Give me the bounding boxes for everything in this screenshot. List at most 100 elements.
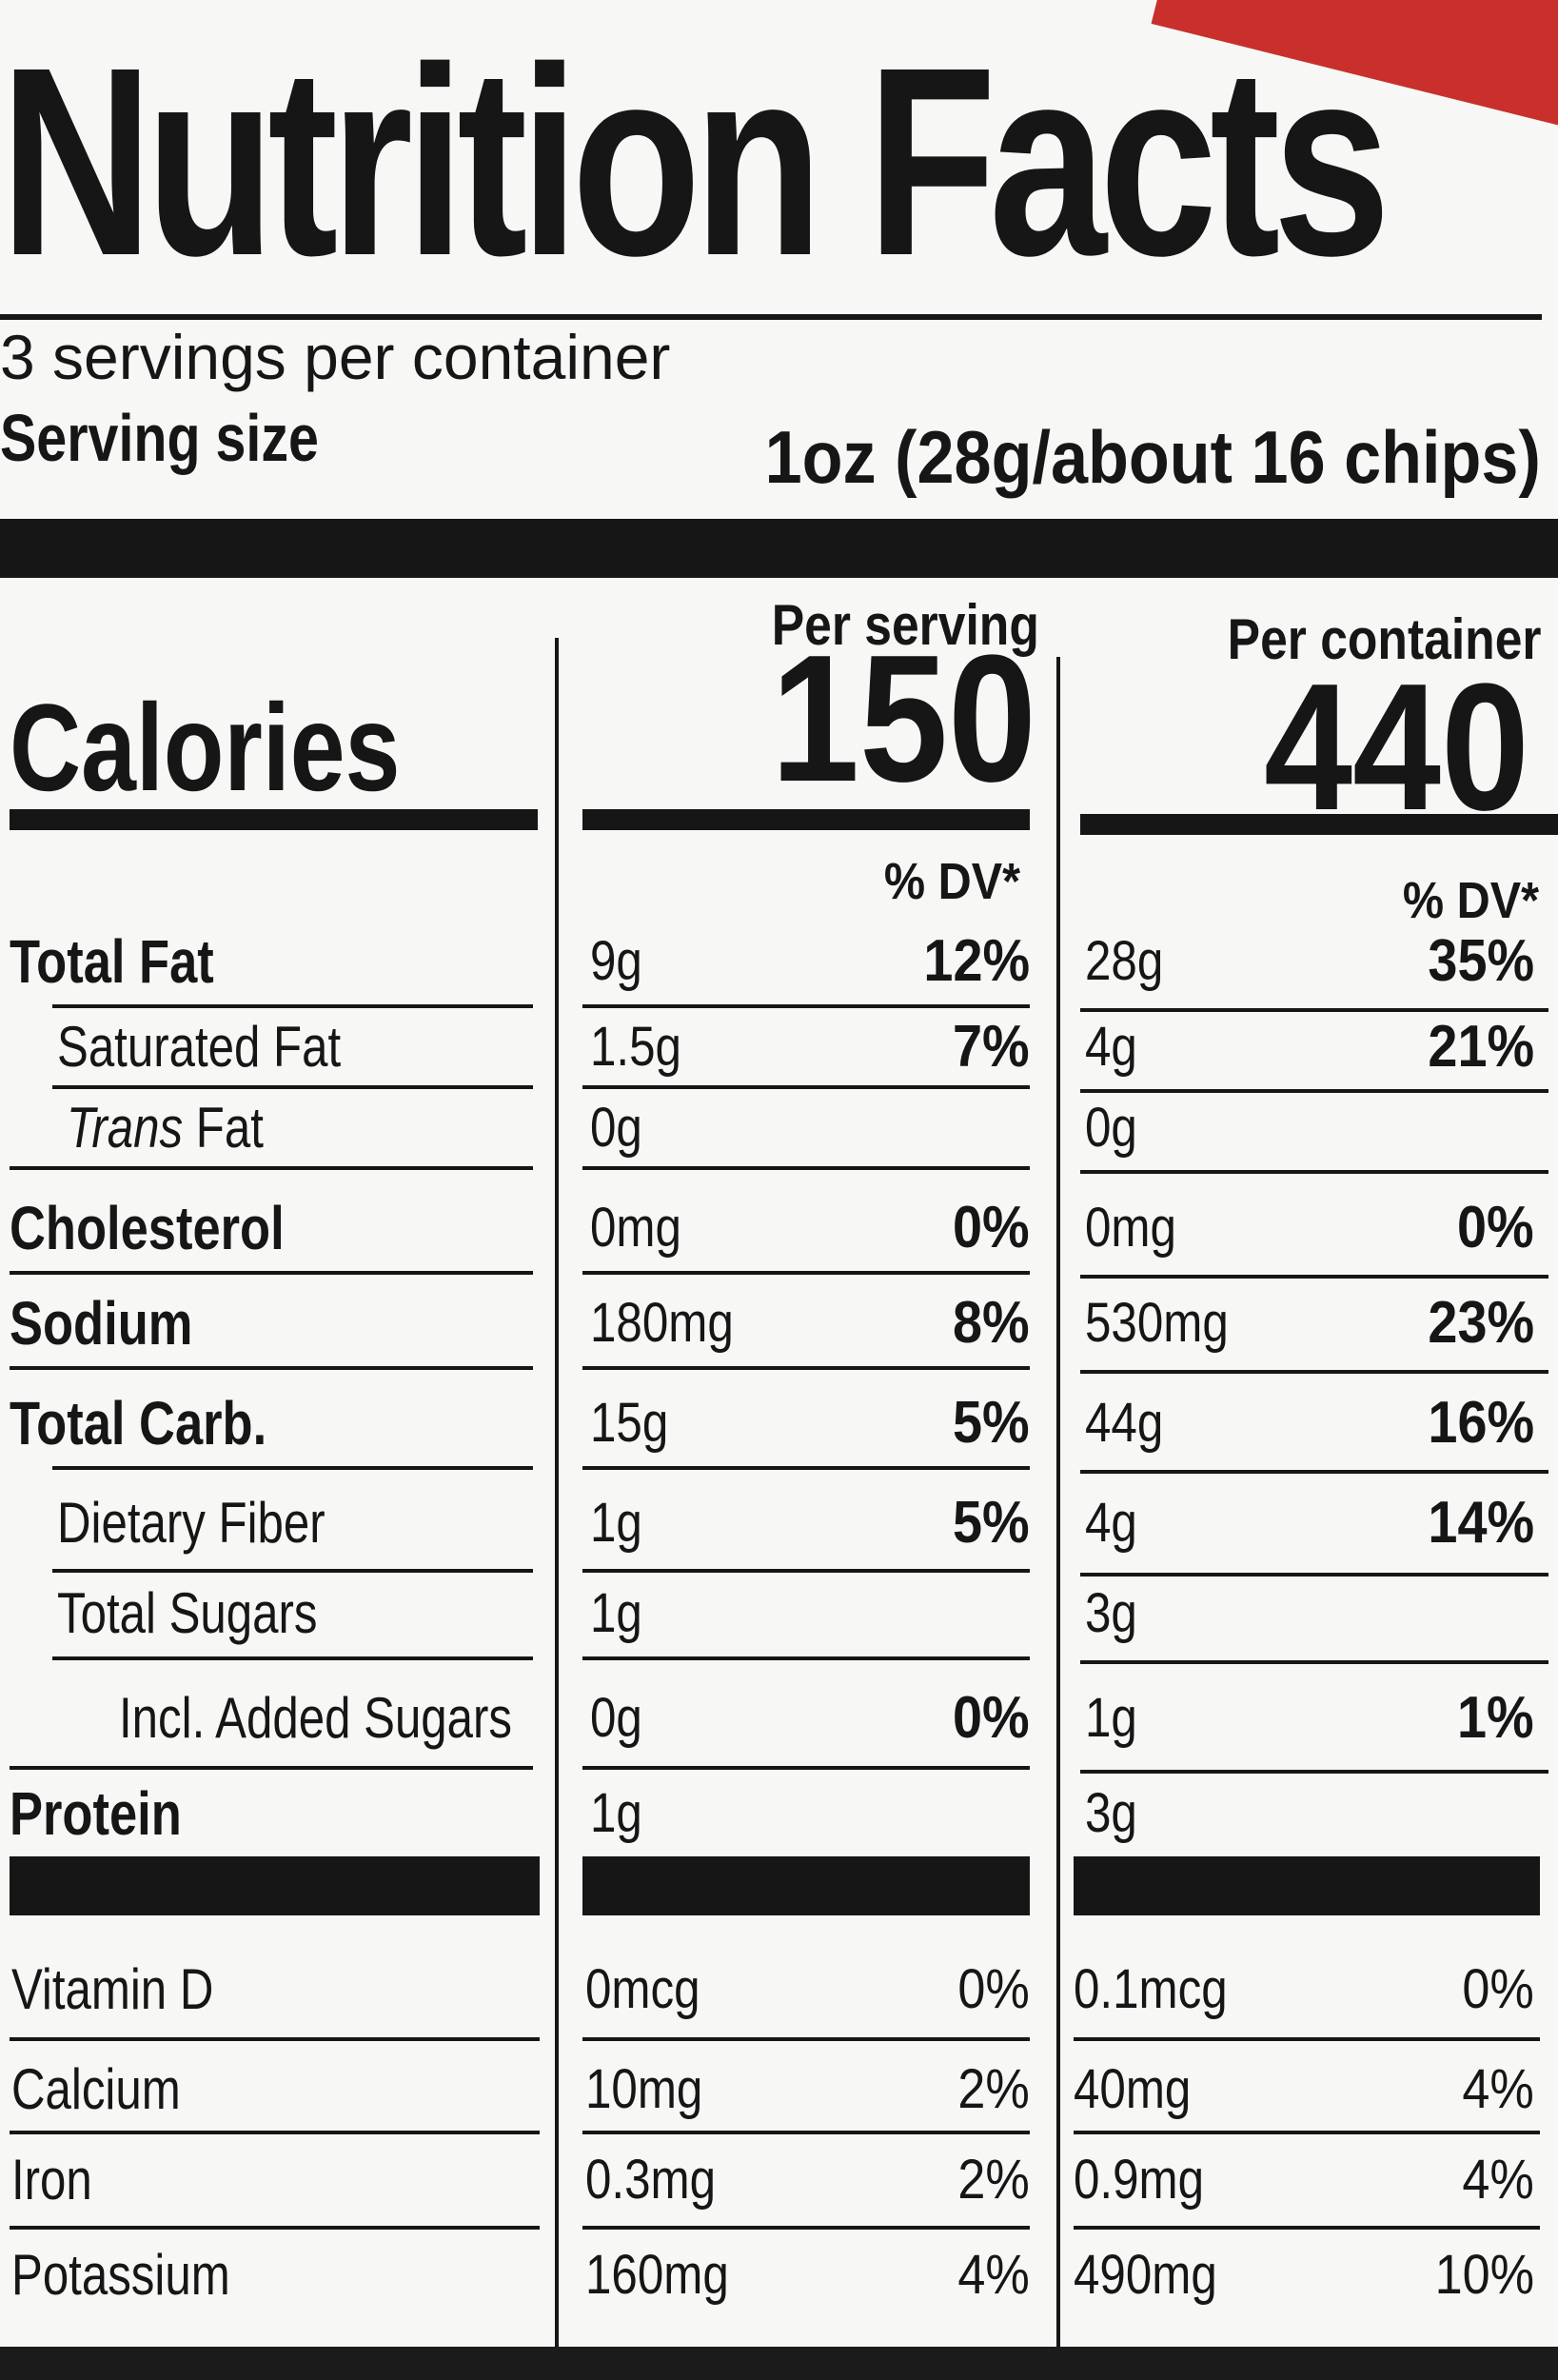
thick-rule-serving [582, 1856, 1030, 1915]
serving-amount: 180mg [590, 1292, 734, 1354]
row-rule-container [1080, 1008, 1548, 1012]
nutrient-name: Total Fat [10, 927, 214, 996]
nutrient-name: Total Carb. [10, 1389, 267, 1458]
row-rule-container [1080, 1470, 1548, 1474]
title-rule [0, 314, 1542, 320]
row-rule-label [52, 1466, 533, 1470]
container-dv: 16% [1428, 1390, 1534, 1456]
nutrient-name: Saturated Fat [57, 1015, 342, 1079]
serving-dv: 5% [953, 1390, 1030, 1456]
row-rule-label [10, 1766, 533, 1770]
container-amount: 0mg [1085, 1197, 1176, 1259]
row-rule-serving [582, 1271, 1030, 1275]
serving-dv: 5% [953, 1490, 1030, 1556]
calories-per-container: 440 [1264, 646, 1529, 848]
nutrient-name: Protein [10, 1779, 182, 1848]
row-rule-container [1080, 1573, 1548, 1577]
row-rule-serving [582, 1004, 1030, 1008]
nutrient-name: Trans Fat [67, 1095, 264, 1161]
serving-dv: 4% [957, 2244, 1030, 2306]
serving-amount: 1.5g [590, 1016, 681, 1078]
row-rule-label [10, 1366, 533, 1370]
nutrient-name-rest: Fat [183, 1096, 264, 1160]
nutrient-name: Sodium [10, 1289, 193, 1358]
serving-amount: 10mg [585, 2058, 703, 2120]
serving-amount: 0mcg [585, 1958, 700, 2020]
serving-size-value: 1oz (28g/about 16 chips) [764, 415, 1541, 499]
vitamin-rule-label [10, 2131, 540, 2134]
serving-size-label: Serving size [0, 401, 319, 475]
vitamin-rule-serving [582, 2037, 1030, 2041]
calories-label: Calories [10, 678, 401, 817]
container-amount: 0g [1085, 1097, 1137, 1159]
nutrient-name: Cholesterol [10, 1194, 285, 1262]
dv-header-container: % DV* [1402, 872, 1539, 929]
serving-amount: 0g [590, 1097, 642, 1159]
row-rule-container [1080, 1275, 1548, 1279]
calories-rule-serving [582, 809, 1030, 830]
container-dv: 0% [1462, 1958, 1534, 2020]
row-rule-container [1080, 1370, 1548, 1374]
row-rule-label [52, 1004, 533, 1008]
calories-rule-container [1080, 814, 1558, 835]
container-dv: 23% [1428, 1290, 1534, 1356]
calories-per-serving: 150 [771, 618, 1036, 820]
nutrient-name: Dietary Fiber [57, 1491, 325, 1555]
serving-dv: 8% [953, 1290, 1030, 1356]
container-amount: 0.1mcg [1074, 1958, 1228, 2020]
row-rule-serving [582, 1569, 1030, 1573]
row-rule-container [1080, 1770, 1548, 1774]
row-rule-container [1080, 1089, 1548, 1093]
serving-dv: 7% [953, 1014, 1030, 1080]
vitamin-rule-container [1074, 2226, 1540, 2230]
thick-rule-top [0, 519, 1558, 578]
row-rule-container [1080, 1660, 1548, 1664]
container-amount: 530mg [1085, 1292, 1229, 1354]
nutrient-name: Potassium [11, 2243, 230, 2307]
serving-amount: 1g [590, 1582, 642, 1644]
serving-dv: 0% [957, 1958, 1030, 2020]
row-rule-serving [582, 1766, 1030, 1770]
container-amount: 40mg [1074, 2058, 1192, 2120]
servings-per-container: 3 servings per container [0, 322, 671, 392]
nutrient-name: Iron [11, 2148, 92, 2211]
serving-amount: 9g [590, 930, 642, 992]
serving-dv: 12% [923, 928, 1030, 994]
serving-amount: 15g [590, 1392, 669, 1454]
container-dv: 1% [1457, 1685, 1534, 1751]
vitamin-rule-label [10, 2226, 540, 2230]
row-rule-label [52, 1085, 533, 1089]
container-dv: 21% [1428, 1014, 1534, 1080]
row-rule-serving [582, 1656, 1030, 1660]
container-dv: 10% [1434, 2244, 1534, 2306]
container-dv: 14% [1428, 1490, 1534, 1556]
vitamin-rule-serving [582, 2226, 1030, 2230]
nutrient-name: Incl. Added Sugars [119, 1686, 513, 1750]
per-serving-header: Per serving [771, 593, 1039, 657]
serving-amount: 160mg [585, 2244, 729, 2306]
serving-amount: 1g [590, 1492, 642, 1554]
row-rule-label [10, 1271, 533, 1275]
row-rule-serving [582, 1366, 1030, 1370]
serving-amount: 0g [590, 1687, 642, 1749]
label-title: Nutrition Facts [0, 11, 1390, 311]
serving-amount: 1g [590, 1782, 642, 1844]
row-rule-label [52, 1569, 533, 1573]
per-container-header: Per container [1227, 607, 1541, 671]
serving-dv: 2% [957, 2149, 1030, 2211]
dv-header-serving: % DV* [883, 853, 1020, 910]
container-amount: 490mg [1074, 2244, 1217, 2306]
row-rule-label [52, 1656, 533, 1660]
bottom-band [0, 2347, 1558, 2380]
serving-amount: 0.3mg [585, 2149, 717, 2211]
calories-rule-label [10, 809, 538, 830]
container-amount: 1g [1085, 1687, 1137, 1749]
serving-dv: 2% [957, 2058, 1030, 2120]
nutrient-name: Calcium [11, 2057, 181, 2121]
vitamin-rule-serving [582, 2131, 1030, 2134]
row-rule-container [1080, 1170, 1548, 1174]
serving-dv: 0% [953, 1685, 1030, 1751]
nutrient-name: Total Sugars [57, 1581, 318, 1645]
container-dv: 0% [1457, 1195, 1534, 1260]
